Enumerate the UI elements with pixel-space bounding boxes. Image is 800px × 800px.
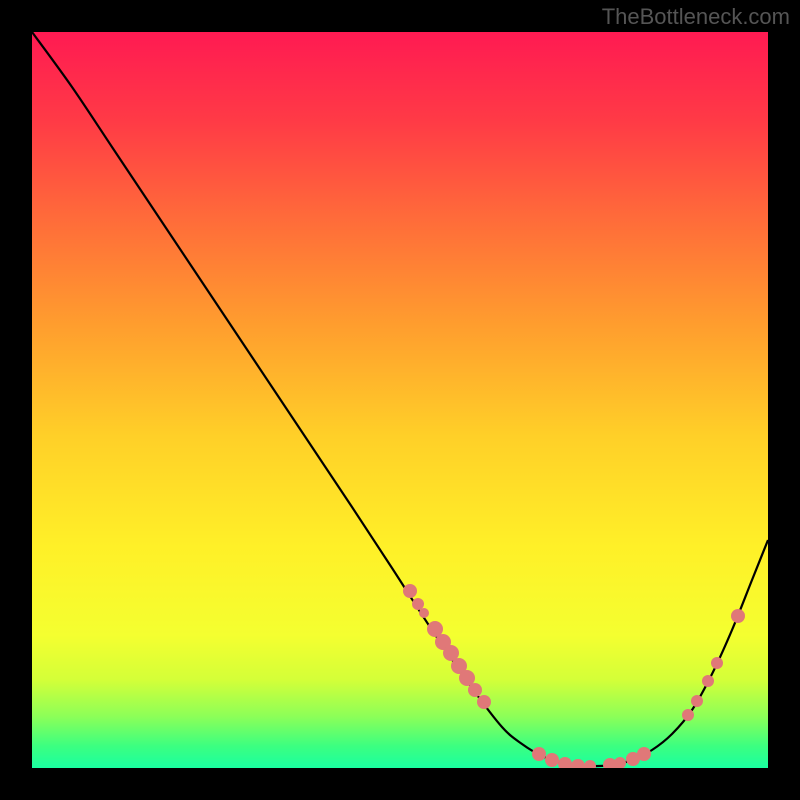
data-marker [403, 584, 417, 598]
data-marker [545, 753, 559, 767]
data-marker [412, 598, 424, 610]
data-marker [477, 695, 491, 709]
data-marker [637, 747, 651, 761]
data-marker [731, 609, 745, 623]
data-marker [532, 747, 546, 761]
data-marker [711, 657, 723, 669]
data-marker [682, 709, 694, 721]
plot-area [32, 32, 768, 768]
gradient-background [32, 32, 768, 768]
data-marker [691, 695, 703, 707]
data-marker [419, 608, 429, 618]
chart-svg [32, 32, 768, 768]
data-marker [702, 675, 714, 687]
data-marker [468, 683, 482, 697]
watermark-text: TheBottleneck.com [602, 4, 790, 30]
